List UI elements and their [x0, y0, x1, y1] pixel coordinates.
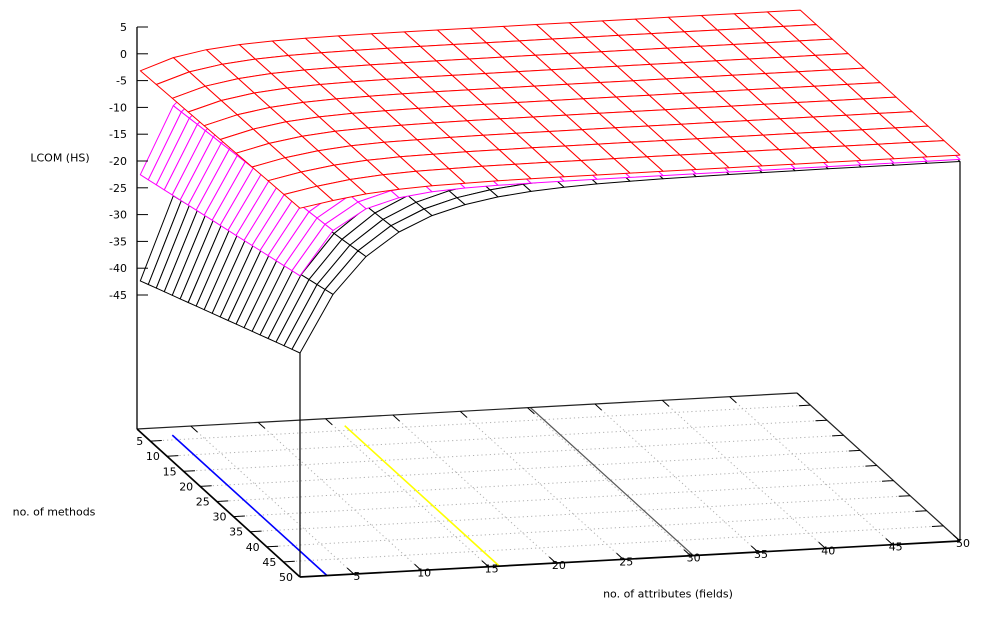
z-axis-title: LCOM (HS)	[30, 151, 90, 165]
y-axis-title: no. of methods	[12, 505, 96, 519]
tick-label: -30	[109, 209, 127, 222]
tick-label: 50	[279, 571, 293, 584]
tick-label: 0	[120, 48, 127, 61]
axis-lines	[136, 27, 961, 578]
surface-upper-surface	[139, 9, 961, 209]
tick-label: 30	[213, 511, 227, 524]
tick-label: 35	[229, 526, 243, 539]
tick-label: 30	[687, 552, 701, 565]
x-axis-title: no. of attributes (fields)	[603, 587, 733, 601]
tick-label: -25	[109, 182, 127, 195]
tick-label: 25	[196, 496, 210, 509]
tick-label: 5	[353, 570, 360, 583]
tick-label: -5	[116, 75, 127, 88]
tick-label: 15	[485, 563, 499, 576]
tick-label: -35	[109, 235, 127, 248]
tick-labels: 5 10 15 20 25 30 35 40 45 50510152025303540455050…	[109, 21, 970, 584]
tick-label: 5	[136, 435, 143, 448]
tick-label: -45	[109, 289, 127, 302]
tick-label: 35	[754, 548, 768, 561]
tick-label: 10	[417, 566, 431, 579]
tick-label: 15	[163, 465, 177, 478]
tick-label: -20	[109, 155, 127, 168]
tick-label: -40	[109, 262, 127, 275]
contour-gray	[529, 407, 694, 556]
contour-yellow	[344, 425, 500, 567]
tick-label: 40	[246, 541, 260, 554]
tick-label: 25	[619, 555, 633, 568]
contour-blue	[171, 434, 328, 577]
base-contour-lines	[171, 407, 694, 577]
tick-label: 40	[821, 544, 835, 557]
tick-label: 20	[552, 559, 566, 572]
tick-label: 5	[120, 21, 127, 34]
box-back-edges	[136, 392, 961, 542]
base-grid	[150, 396, 944, 575]
tick-label: 45	[889, 541, 903, 554]
box-corner-lines	[299, 161, 961, 577]
tick-label: -15	[109, 128, 127, 141]
tick-label: 45	[262, 556, 276, 569]
tick-label: 10	[146, 450, 160, 463]
axis-ticks	[137, 26, 961, 578]
tick-label: -10	[109, 101, 127, 114]
tick-label: 50	[956, 537, 970, 550]
tick-label: 20	[179, 480, 193, 493]
